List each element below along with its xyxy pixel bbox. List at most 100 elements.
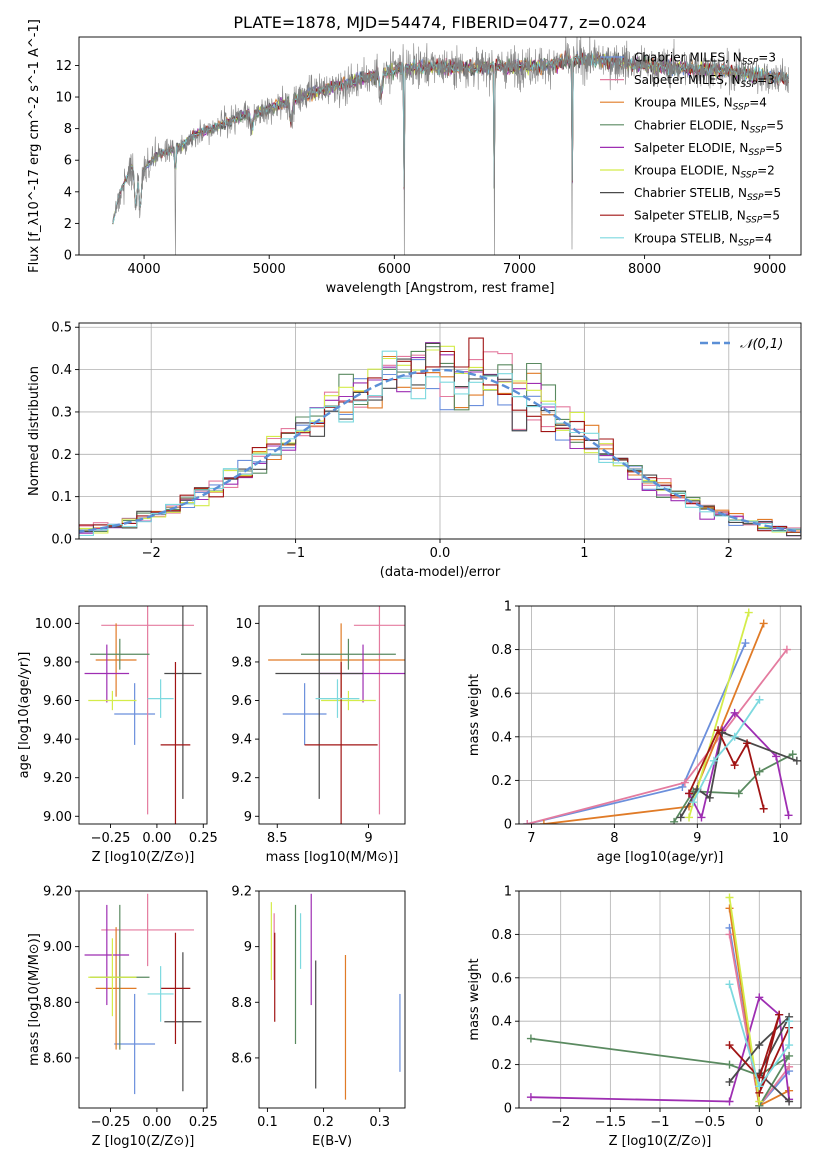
legend-label-sub: SSP: [741, 171, 758, 181]
legend-label-tail: =5: [764, 186, 782, 200]
legend-label-sub: SSP: [747, 193, 764, 203]
y-tick-label: 0.6: [491, 971, 512, 986]
y-tick-label: 9.6: [231, 694, 252, 709]
legend-label-main: Chabrier ELODIE, N: [634, 118, 750, 132]
y-tick-label: 6: [64, 154, 72, 169]
weight-marker: [788, 750, 797, 759]
plot-area: [268, 606, 405, 824]
y-tick-label: 9.8: [231, 655, 252, 670]
y-tick-label: 0.2: [51, 448, 72, 463]
y-tick-label: 0.4: [491, 730, 512, 745]
y-tick-label: 8.60: [43, 1051, 72, 1066]
legend-label-tail: =4: [754, 231, 772, 245]
x-tick-label: −0.25: [91, 1115, 131, 1130]
legend-label-main: Chabrier STELIB, N: [634, 186, 747, 200]
weight-marker: [678, 782, 687, 791]
y-tick-label: 9.2: [231, 885, 252, 900]
weight-marker: [714, 726, 723, 735]
legend-label-2: Kroupa MILES, NSSP=4: [634, 96, 767, 113]
spectrum-plot: 4000 5000 6000 7000 8000 9000 0 2 4 6 8 10 12 wavelen…: [27, 19, 802, 296]
weight-marker: [784, 811, 793, 820]
legend-label-tail: =5: [762, 209, 780, 223]
x-tick-label: 8000: [628, 262, 661, 277]
weight-marker: [785, 1041, 794, 1050]
legend-label-tail: =2: [757, 164, 775, 178]
x-tick-label: −1.5: [595, 1115, 627, 1130]
y-tick-label: 9.60: [43, 694, 72, 709]
weight-marker: [785, 1051, 794, 1060]
plot-area: [523, 608, 801, 824]
legend-label-1: Salpeter MILES, NSSP=3: [634, 73, 775, 90]
weight-vs-age-plot: 7 8 9 10 0 0.2 0.4 0.6 0.8 1 age [log10(age/yr)] ma…: [467, 600, 802, 865]
weight-marker: [792, 756, 801, 765]
weight-marker: [685, 813, 694, 822]
weight-marker: [725, 1041, 734, 1050]
weight-line-7: [688, 728, 765, 809]
y-tick-label: 8.6: [231, 1051, 252, 1066]
legend-label-main: Kroupa STELIB, N: [634, 231, 738, 245]
x-tick-label: −0.5: [694, 1115, 726, 1130]
y-tick-label: 0.1: [51, 490, 72, 505]
weight-marker: [539, 820, 548, 824]
weight-marker: [755, 695, 764, 704]
plot-area: [79, 337, 801, 538]
weight-marker: [785, 1097, 794, 1106]
legend-label-tail: =3: [757, 73, 775, 87]
plot-area: [270, 893, 401, 1100]
weight-line-5: [688, 612, 750, 818]
legend-label-sub: SSP: [750, 125, 767, 135]
weight-vs-metallicity-plot: −2 −1.5 −1 −0.5 0 0 0.2 0.4 0.6 0.8 1 Z [log10(Z/Z⊙…: [467, 885, 802, 1149]
legend-label-sub: SSP: [733, 103, 750, 113]
weight-marker: [725, 1097, 734, 1106]
y-tick-label: 9.2: [231, 771, 252, 786]
mass-vs-metallicity-plot: −0.25 0.00 0.25 8.60 8.80 9.00 9.20 Z [log10(Z/…: [27, 885, 218, 1150]
x-tick-label: −1: [650, 1115, 669, 1130]
x-tick-label: 8.5: [267, 831, 288, 846]
weight-line-8: [692, 699, 761, 803]
x-tick-label: 9: [364, 831, 372, 846]
legend-label-main: Salpeter MILES, N: [634, 73, 741, 87]
x-axis-label: E(B-V): [312, 1134, 352, 1149]
weight-marker: [725, 980, 734, 989]
y-tick-label: 0: [504, 818, 512, 833]
weight-marker: [685, 789, 694, 798]
y-axis-label: Flux [f_λ10^-17 erg cm^-2 s^-1 A^-1]: [27, 19, 42, 273]
x-tick-label: 0.3: [369, 1115, 390, 1130]
weight-marker: [725, 893, 734, 902]
x-axis-label: Z [log10(Z/Z⊙)]: [92, 1134, 195, 1149]
y-axis-label: mass weight: [467, 958, 482, 1040]
y-tick-label: 9.00: [43, 810, 72, 825]
weight-marker: [670, 817, 679, 824]
weight-marker: [526, 1034, 535, 1043]
y-tick-label: 0.5: [51, 321, 72, 336]
legend-label-7: Salpeter STELIB, NSSP=5: [634, 209, 780, 226]
axes-frame: [258, 605, 406, 825]
x-tick-label: 4000: [128, 262, 161, 277]
weight-marker: [755, 1082, 764, 1091]
weight-marker: [725, 904, 734, 913]
y-axis-label: mass [log10(M/M⊙)]: [27, 933, 42, 1066]
y-tick-label: 0: [504, 1102, 512, 1117]
weight-marker: [705, 793, 714, 802]
x-tick-label: −2: [142, 546, 161, 561]
y-axis-label: Normed distribution: [27, 366, 42, 496]
weight-marker: [526, 1093, 535, 1102]
y-tick-label: 9.4: [231, 733, 252, 748]
x-tick-label: 8: [610, 831, 618, 846]
x-tick-label: 0.1: [257, 1115, 278, 1130]
axes-frame: [78, 605, 208, 825]
plot-area: [84, 606, 202, 824]
x-axis-label: Z [log10(Z/Z⊙)]: [609, 1134, 712, 1149]
y-tick-label: 10.00: [35, 617, 72, 632]
weight-marker: [730, 761, 739, 770]
weight-marker: [755, 767, 764, 776]
y-tick-label: 12: [55, 59, 72, 74]
x-tick-label: −0.25: [91, 831, 131, 846]
grid-lines: [519, 605, 801, 825]
weight-marker: [725, 1077, 734, 1086]
x-tick-label: 9000: [753, 262, 786, 277]
x-tick-label: 0.00: [142, 1115, 171, 1130]
y-tick-label: 2: [64, 217, 72, 232]
weight-line-8: [728, 984, 790, 1089]
